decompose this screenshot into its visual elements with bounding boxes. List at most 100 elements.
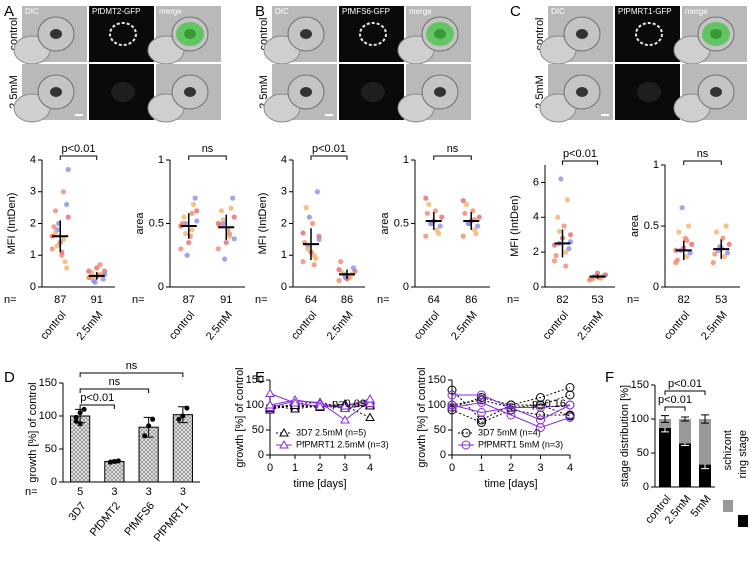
data-point [54, 243, 60, 249]
significance-bracket [562, 160, 598, 165]
significance-bracket [664, 406, 686, 411]
bar-segment [699, 464, 711, 487]
gfp-signal [111, 82, 135, 102]
x-tick-label: 0 [449, 462, 455, 474]
legend-marker [279, 427, 289, 437]
y-tick-label: 100 [428, 399, 446, 411]
data-point [178, 246, 184, 252]
line [451, 396, 571, 417]
x-tick-label: control [412, 309, 442, 342]
data-point [218, 208, 225, 214]
y-axis-label: area [379, 212, 391, 235]
micrograph-tile [89, 6, 154, 62]
data-point [184, 252, 190, 258]
data-point [473, 231, 479, 237]
x-tick-label: 1 [478, 462, 484, 474]
y-tick-label: 0 [653, 281, 659, 293]
legend-marker [279, 439, 289, 449]
significance-bracket [310, 155, 348, 160]
data-point [100, 276, 106, 282]
y-tick-label: 0 [51, 476, 57, 488]
error-bar [681, 416, 689, 422]
data-point [423, 233, 429, 239]
column-label: DIC [275, 7, 289, 16]
data-point [186, 239, 192, 246]
parasite [300, 87, 312, 97]
data-point [336, 266, 342, 273]
x-tick-label: PfMFS6 [122, 500, 157, 538]
data-point [340, 414, 350, 424]
x-tick-label: 3 [537, 462, 543, 474]
x-tick-label: control [662, 309, 692, 342]
y-tick-label: 50 [45, 443, 57, 455]
data-point [447, 400, 457, 410]
n-label: n= [507, 294, 520, 306]
y-tick-label: 2 [281, 217, 287, 229]
y-tick-label: 0 [281, 281, 287, 293]
y-axis-label: growth [%] of control [416, 367, 428, 467]
data-point [115, 458, 121, 464]
line [451, 409, 570, 424]
data-point [565, 400, 575, 410]
y-tick-label: 3 [281, 186, 287, 198]
data-point [181, 214, 187, 220]
micrograph-tile [339, 6, 404, 62]
x-tick-label: control [541, 309, 571, 342]
data-point [506, 400, 516, 410]
n-value: 82 [556, 294, 568, 306]
y-tick-label: 0 [30, 281, 36, 293]
bar [172, 414, 193, 483]
data-point [426, 201, 432, 208]
bar-segment [659, 419, 671, 428]
y-tick-label: 0.5 [149, 217, 164, 229]
data-point [150, 416, 156, 422]
data-point [81, 406, 87, 412]
data-point [62, 259, 68, 265]
n-value: 53 [591, 294, 603, 306]
y-tick-label: 0 [533, 281, 539, 293]
x-tick-label: 5mM [689, 493, 714, 519]
data-point [477, 418, 486, 427]
y-tick-label: 1 [403, 154, 409, 166]
data-point [64, 265, 70, 271]
panel-label: D [4, 369, 15, 386]
n-value: 3 [180, 486, 186, 498]
annotation: p=0.16 [532, 398, 566, 410]
bar [104, 461, 125, 483]
data-point [192, 195, 198, 201]
data-point [712, 251, 718, 257]
data-point [86, 268, 92, 274]
data-point [340, 400, 350, 410]
data-point [215, 246, 221, 252]
data-point [365, 398, 375, 407]
y-axis-label: MFI (IntDen) [509, 195, 521, 257]
x-tick-label: 2.5mM [74, 309, 105, 342]
n-value: 64 [305, 294, 317, 306]
data-point [713, 229, 720, 235]
legend-label: ring stage [737, 430, 749, 478]
x-tick-label: 3 [342, 462, 348, 474]
y-tick-label: 6 [533, 176, 539, 188]
data-point [506, 410, 516, 420]
data-point [687, 250, 693, 256]
data-point [689, 241, 695, 247]
line [451, 401, 571, 429]
data-point [556, 228, 562, 234]
data-point [52, 208, 59, 214]
significance-label: p<0.01 [80, 392, 114, 404]
x-tick-label: 2.5mM [204, 309, 235, 342]
data-point [64, 201, 70, 208]
data-point [447, 390, 457, 400]
y-axis-label: growth [%] of control [234, 367, 246, 467]
x-tick-label: 4 [567, 462, 573, 474]
data-point [460, 198, 466, 204]
n-label: n= [25, 486, 38, 498]
parasite [50, 29, 62, 39]
y-tick-label: 50 [252, 424, 264, 436]
data-point [684, 253, 690, 260]
panel-label: A [4, 3, 14, 20]
data-point [350, 265, 356, 271]
parasite [434, 87, 446, 97]
data-point [223, 239, 229, 246]
x-tick-label: 4 [367, 462, 373, 474]
